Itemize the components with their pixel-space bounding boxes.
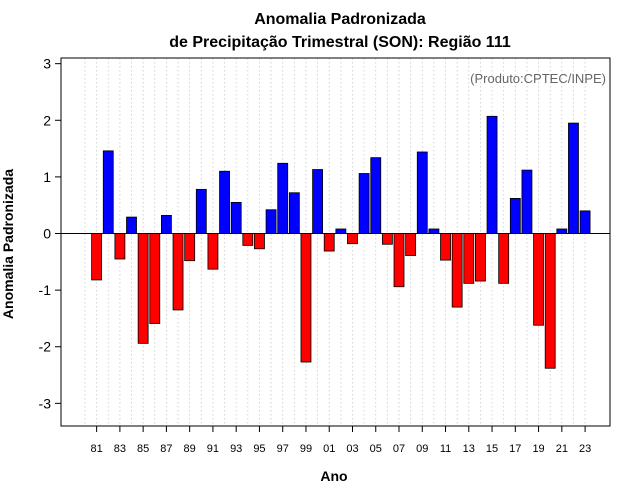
bar-1983 bbox=[114, 233, 126, 260]
bar-1982 bbox=[102, 150, 114, 234]
x-tick-label: 13 bbox=[463, 443, 475, 455]
bar-2003 bbox=[347, 233, 358, 245]
bar-1994 bbox=[242, 233, 254, 246]
bar-2006 bbox=[381, 233, 393, 245]
x-axis-label: Ano bbox=[320, 468, 347, 484]
bar-2023 bbox=[579, 210, 591, 234]
bar-1989 bbox=[184, 233, 196, 262]
x-tick-label: 11 bbox=[440, 443, 451, 455]
y-tick-label: -1 bbox=[39, 282, 52, 298]
x-tick-label: 81 bbox=[91, 443, 103, 455]
x-tick-label: 91 bbox=[207, 443, 219, 455]
bar-2004 bbox=[358, 173, 370, 234]
chart-title-line2: de Precipitação Trimestral (SON): Região… bbox=[169, 34, 511, 51]
y-tick-label: 2 bbox=[43, 112, 51, 128]
plot-frame bbox=[60, 57, 611, 427]
bar-2013 bbox=[463, 233, 475, 284]
bar-1997 bbox=[277, 162, 289, 234]
bar-1981 bbox=[91, 233, 103, 281]
bar-1986 bbox=[149, 233, 161, 324]
x-tick-label: 23 bbox=[579, 443, 591, 455]
bar-1998 bbox=[288, 192, 300, 234]
x-tick-label: 07 bbox=[393, 443, 405, 455]
bar-2001 bbox=[323, 233, 335, 252]
bar-1993 bbox=[230, 201, 242, 234]
y-tick-label: 3 bbox=[43, 56, 51, 72]
y-tick-label: -2 bbox=[39, 339, 52, 355]
y-axis-label: Anomalia Padronizada bbox=[0, 169, 16, 319]
bar-2015 bbox=[486, 115, 498, 234]
x-tick-label: 03 bbox=[346, 443, 358, 455]
bar-2000 bbox=[312, 169, 324, 234]
bar-2022 bbox=[568, 122, 579, 234]
x-tick-label: 15 bbox=[486, 443, 498, 455]
bar-1999 bbox=[300, 233, 312, 363]
y-axis: -3 -2 -1 0 1 2 3 bbox=[39, 56, 61, 411]
x-tick-label: 21 bbox=[556, 443, 568, 455]
bar-2009 bbox=[416, 151, 428, 234]
x-tick-label: 01 bbox=[323, 443, 335, 455]
bar-2020 bbox=[544, 233, 556, 369]
x-tick-label: 95 bbox=[253, 443, 265, 455]
y-tick-label: 1 bbox=[43, 169, 51, 185]
bar-2012 bbox=[451, 233, 463, 308]
bar-2008 bbox=[405, 233, 417, 256]
bar-1984 bbox=[126, 216, 137, 234]
bar-2002 bbox=[335, 228, 347, 234]
x-tick-label: 97 bbox=[277, 443, 289, 455]
x-axis: 81 83 85 87 89 91 93 95 97 99 01 03 05 07 09 11 13 15 17 19… bbox=[91, 426, 591, 455]
x-tick-label: 17 bbox=[509, 443, 521, 455]
bar-1990 bbox=[195, 188, 207, 234]
bar-2017 bbox=[509, 198, 521, 234]
bar-2011 bbox=[440, 233, 451, 261]
bar-2018 bbox=[521, 169, 533, 234]
bar-1987 bbox=[161, 214, 172, 234]
bar-1992 bbox=[219, 170, 230, 234]
bar-2005 bbox=[370, 157, 382, 234]
x-tick-label: 87 bbox=[160, 443, 172, 455]
x-tick-label: 19 bbox=[532, 443, 544, 455]
bars-group bbox=[91, 115, 591, 369]
bar-2010 bbox=[428, 228, 440, 234]
chart-title-line1: Anomalia Padronizada bbox=[254, 11, 426, 28]
bar-2021 bbox=[556, 228, 568, 234]
product-credit: (Produto:CPTEC/INPE) bbox=[470, 71, 606, 86]
y-tick-label: 0 bbox=[43, 226, 51, 242]
bar-2019 bbox=[533, 233, 544, 326]
x-tick-label: 89 bbox=[184, 443, 196, 455]
x-tick-label: 99 bbox=[300, 443, 312, 455]
bar-1996 bbox=[265, 209, 277, 234]
bar-1985 bbox=[137, 233, 149, 344]
bar-1988 bbox=[172, 233, 184, 311]
bar-1991 bbox=[207, 233, 219, 270]
bar-2014 bbox=[475, 233, 486, 282]
x-tick-label: 83 bbox=[114, 443, 126, 455]
bar-1995 bbox=[254, 233, 265, 250]
x-tick-label: 05 bbox=[370, 443, 382, 455]
x-tick-label: 85 bbox=[137, 443, 149, 455]
bar-2007 bbox=[393, 233, 405, 288]
x-tick-label: 93 bbox=[230, 443, 242, 455]
x-tick-label: 09 bbox=[416, 443, 428, 455]
bar-2016 bbox=[498, 233, 510, 284]
y-tick-label: -3 bbox=[39, 395, 52, 411]
